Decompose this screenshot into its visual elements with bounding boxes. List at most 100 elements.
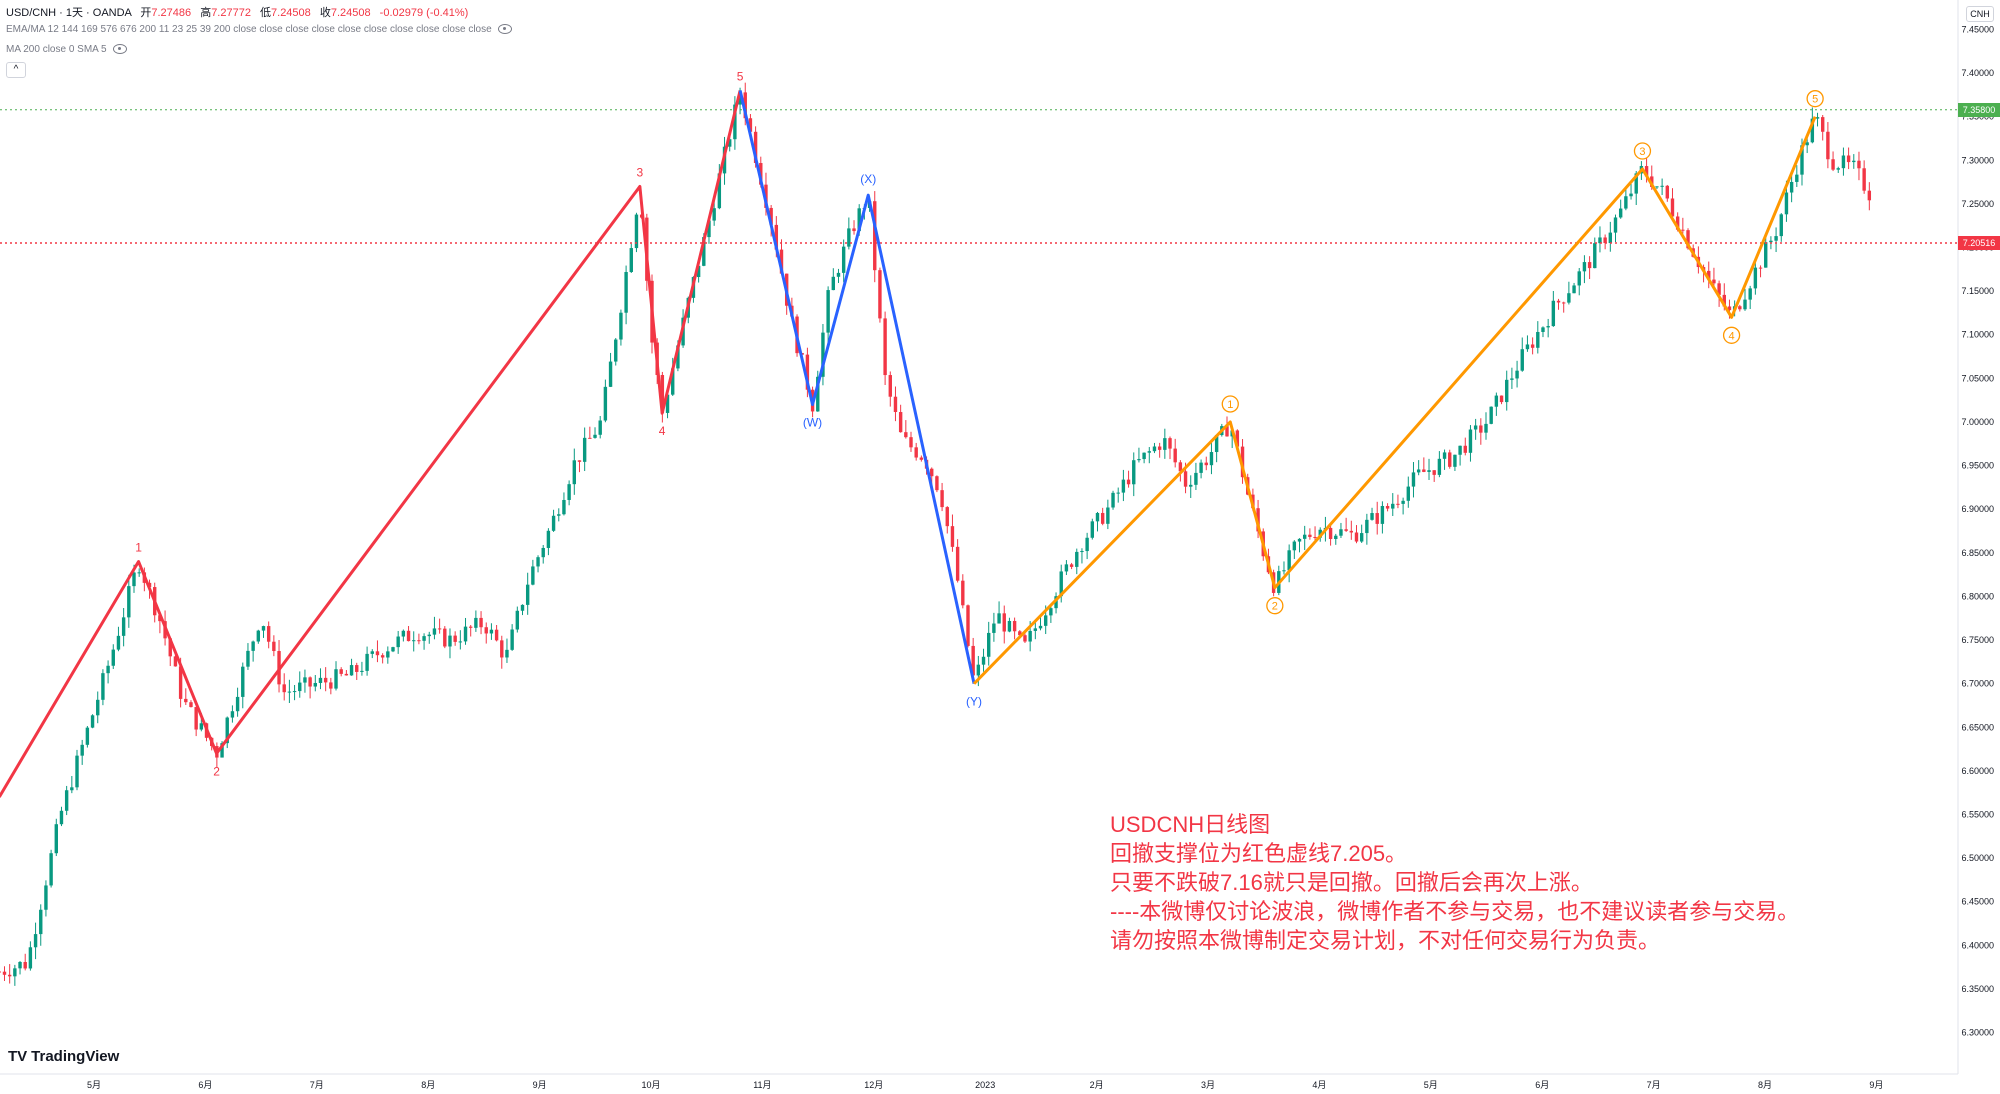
candle-body — [1411, 472, 1416, 487]
note-line-4: ----本微博仅讨论波浪，微博作者不参与交易，也不建议读者参与交易。 — [1110, 899, 1800, 924]
candle-body — [1334, 535, 1338, 540]
note-line-5: 请勿按照本微博制定交易计划，不对任何交易行为负责。 — [1110, 928, 1661, 953]
candle-body — [1209, 452, 1214, 466]
price-tick-label: 7.30000 — [1961, 155, 1994, 165]
candle-body — [753, 131, 758, 164]
eye-icon[interactable] — [497, 24, 512, 35]
time-tick-label: 11月 — [753, 1080, 771, 1090]
candle-body — [525, 584, 530, 605]
candle-body — [1401, 500, 1405, 504]
candle-body — [1204, 462, 1208, 466]
wave-orange-line — [972, 116, 1817, 685]
price-tick-label: 7.00000 — [1961, 417, 1994, 427]
candle-body — [137, 572, 141, 574]
candle-body — [608, 361, 613, 387]
tradingview-logo[interactable]: TV TradingView — [8, 1048, 119, 1065]
candle-body — [2, 971, 7, 975]
candle-body — [448, 635, 452, 647]
candle-body — [401, 630, 406, 637]
candle-body — [551, 515, 556, 531]
currency-tag[interactable]: CNH — [1966, 6, 1994, 22]
candle-body — [1189, 484, 1193, 487]
candle-body — [1297, 538, 1302, 542]
candle-body — [1727, 306, 1732, 311]
candle-body — [494, 629, 499, 641]
wave-red-line — [0, 90, 742, 798]
wave-red-label: 2 — [213, 764, 220, 778]
candle-body — [1748, 288, 1752, 300]
candle-body — [1660, 185, 1664, 187]
candle-body — [28, 947, 33, 969]
candle-body — [1572, 285, 1576, 294]
candle-body — [1038, 625, 1043, 629]
indicator-legend-1[interactable]: EMA/MA 12 144 169 576 676 200 11 23 25 3… — [6, 24, 512, 35]
candle-body — [7, 974, 12, 977]
candle-body — [1826, 131, 1830, 160]
candle-body — [365, 653, 369, 671]
candle-body — [510, 629, 514, 650]
candle-body — [696, 265, 701, 278]
time-tick-label: 6月 — [1535, 1080, 1549, 1090]
candle-body — [334, 669, 338, 689]
candle-body — [54, 824, 58, 854]
indicator-legend-2[interactable]: MA 200 close 0 SMA 5 — [6, 44, 127, 55]
candle-body — [1815, 117, 1820, 119]
wave-orange-label: 5 — [1812, 94, 1818, 106]
candle-body — [386, 651, 390, 658]
candle-body — [412, 640, 416, 642]
collapse-legend-button[interactable]: ^ — [6, 62, 26, 78]
eye-icon[interactable] — [112, 44, 127, 55]
price-tick-label: 6.65000 — [1961, 722, 1994, 732]
candle-body — [484, 627, 488, 634]
candle-body — [1489, 406, 1493, 424]
candle-body — [432, 628, 437, 635]
candle-body — [318, 677, 323, 683]
candle-body — [1018, 631, 1022, 636]
symbol-header[interactable]: USD/CNH · 1天 · OANDA 开7.27486 高7.27772 低… — [6, 4, 468, 20]
candle-body — [1292, 541, 1297, 551]
candle-body — [930, 468, 934, 477]
candle-body — [80, 744, 84, 756]
candle-body — [1028, 630, 1032, 642]
time-tick-label: 9月 — [533, 1080, 547, 1090]
price-tick-label: 6.40000 — [1961, 940, 1994, 950]
candle-body — [339, 669, 343, 674]
price-tick-label: 6.55000 — [1961, 809, 1994, 819]
wave-orange-label: 4 — [1729, 330, 1735, 342]
candle-body — [111, 649, 115, 666]
candle-body — [821, 332, 825, 377]
candle-body — [1857, 160, 1861, 169]
symbol-title[interactable]: USD/CNH · 1天 · OANDA — [6, 7, 132, 19]
candle-body — [1385, 505, 1390, 509]
candle-body — [1075, 551, 1079, 567]
candle-body — [1608, 232, 1613, 244]
candle-body — [847, 228, 851, 247]
candle-body — [805, 354, 810, 390]
candle-body — [1862, 168, 1866, 191]
candle-body — [13, 968, 17, 977]
wave-orange-circle — [1266, 597, 1284, 615]
price-tick-label: 6.90000 — [1961, 504, 1994, 514]
candle-body — [1132, 460, 1136, 485]
candle-body — [888, 375, 892, 397]
wave-orange-label: 2 — [1272, 601, 1278, 613]
candle-body — [1458, 445, 1462, 455]
candle-body — [1774, 236, 1778, 241]
candle-body — [1551, 300, 1556, 327]
candle-body — [1344, 529, 1348, 531]
wave-lines: 1 2 3 4 5 (W) (X) (Y) 1 2 3 4 5 — [0, 70, 1824, 798]
candle-body — [39, 909, 43, 935]
candle-body — [1163, 438, 1167, 450]
price-tick-label: 6.70000 — [1961, 679, 1994, 689]
candle-body — [665, 394, 670, 413]
candle-body — [178, 666, 183, 699]
candle-body — [168, 638, 172, 657]
price-axis-panel[interactable] — [1958, 0, 2000, 1094]
candle-body — [1453, 454, 1457, 467]
candle-body — [1002, 613, 1006, 632]
candle-body — [562, 499, 566, 515]
candle-body — [505, 649, 509, 658]
candle-body — [225, 717, 229, 744]
candle-body — [992, 623, 996, 633]
